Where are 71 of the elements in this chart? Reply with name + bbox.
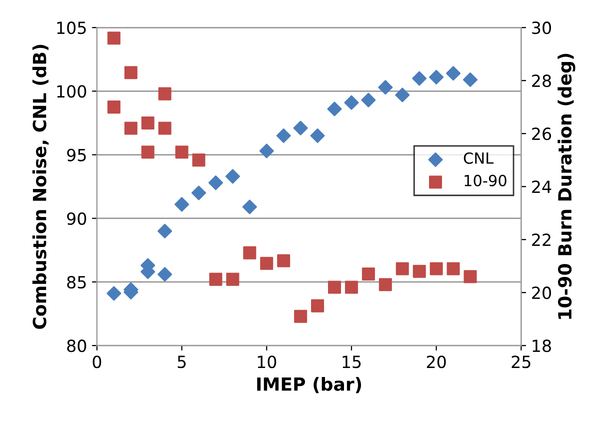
point [430, 262, 443, 276]
y-tick-label: 95 [67, 148, 86, 162]
point [209, 272, 222, 286]
point [311, 299, 324, 312]
point [158, 224, 172, 238]
point [344, 95, 359, 110]
point [378, 80, 393, 95]
y2-tick-label: 24 [532, 180, 552, 193]
point [293, 120, 308, 136]
y2-tick-label: 26 [532, 128, 552, 140]
point [429, 70, 444, 84]
point [225, 169, 240, 184]
point [412, 71, 427, 86]
point [174, 197, 190, 212]
x-tick-label: 20 [426, 356, 446, 368]
point [124, 66, 138, 80]
point [462, 72, 478, 87]
y2-tick-label: 28 [532, 74, 551, 88]
point [362, 268, 375, 281]
point [158, 267, 172, 282]
point [327, 102, 342, 116]
x-axis-title: IMEP (bar) [257, 376, 362, 394]
point [141, 116, 154, 130]
y2-tick-label: 20 [532, 286, 551, 300]
point [191, 186, 206, 200]
point [294, 310, 308, 323]
point [226, 272, 240, 286]
point [361, 92, 376, 108]
point [106, 286, 122, 301]
point [328, 280, 342, 294]
point [378, 278, 392, 292]
point [158, 122, 172, 135]
y-tick-label: 105 [57, 22, 86, 34]
point [124, 122, 138, 135]
point [107, 100, 120, 114]
point [107, 32, 120, 45]
x-tick-label: 5 [178, 356, 186, 368]
y-tick-label: 90 [67, 212, 86, 225]
point [158, 87, 172, 100]
point [141, 146, 154, 159]
y-tick-label: 85 [67, 276, 86, 289]
point [259, 144, 274, 158]
point [464, 270, 477, 284]
legend-label: 10-90 [464, 174, 506, 186]
y2-tick-label: 18 [532, 340, 551, 352]
y2-axis-title: 10-90 Burn Duration (deg) [558, 54, 576, 319]
x-tick-label: 15 [342, 356, 361, 368]
point [310, 128, 325, 143]
point [344, 280, 358, 294]
point [175, 146, 188, 159]
x-tick-label: 25 [512, 356, 530, 368]
point [208, 175, 224, 190]
point [242, 200, 257, 214]
y-tick-label: 80 [67, 340, 86, 352]
x-tick-label: 10 [258, 356, 276, 368]
x-tick-label: 0 [92, 356, 102, 368]
point [243, 246, 256, 260]
y-tick-label: 100 [57, 85, 86, 98]
y-axis-title: Combustion Noise, CNL (dB) [32, 44, 49, 329]
point [260, 256, 274, 270]
point [192, 154, 206, 167]
legend-label: CNL [464, 152, 494, 164]
point [277, 254, 290, 268]
y2-tick-label: 22 [532, 234, 550, 246]
point [276, 128, 291, 143]
point [446, 66, 461, 81]
point [396, 262, 409, 276]
point [412, 264, 426, 278]
point [395, 88, 410, 102]
y2-tick-label: 30 [532, 22, 551, 34]
point [446, 262, 460, 276]
